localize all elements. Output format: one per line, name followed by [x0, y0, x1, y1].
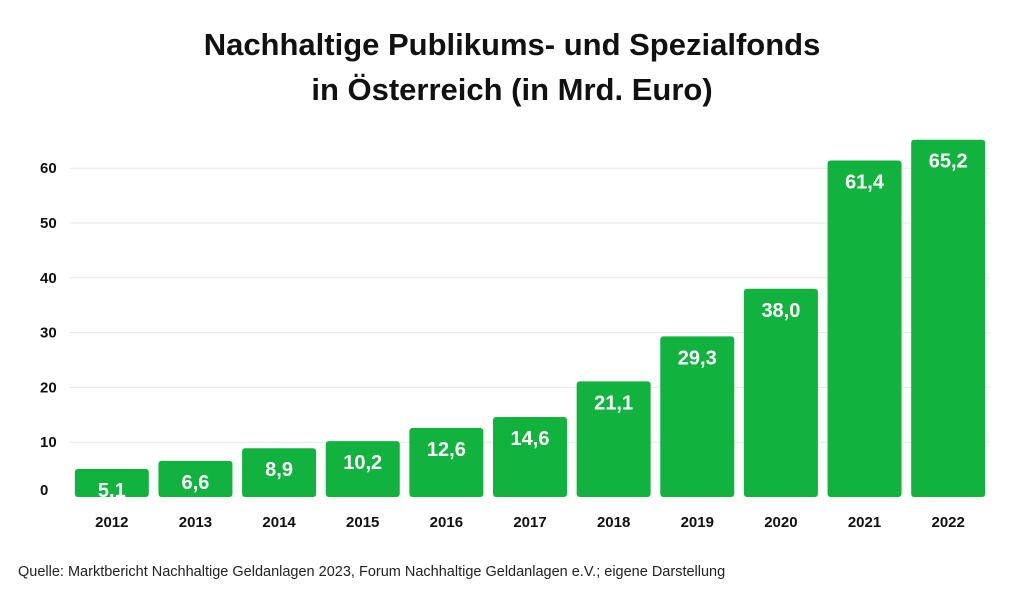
bar-2017: [493, 416, 567, 497]
x-tick-label-2018: 2018: [597, 514, 630, 531]
x-tick-label-2021: 2021: [848, 514, 881, 531]
y-tick-label-0: 0: [40, 482, 48, 499]
value-label-2013: 6,6: [182, 472, 210, 494]
bar-2014: [242, 448, 317, 497]
value-label-2017: 14,6: [511, 428, 550, 450]
bar-2016: [409, 427, 484, 497]
x-tick-label-2013: 2013: [179, 514, 212, 531]
value-label-2012: 5,1: [98, 480, 126, 502]
x-tick-label-2015: 2015: [346, 514, 379, 531]
y-tick-label-60: 60: [40, 160, 57, 177]
bar-2022: [911, 139, 986, 498]
bar-2015: [325, 441, 400, 497]
x-tick-label-2017: 2017: [513, 514, 546, 531]
value-label-2016: 12,6: [427, 439, 466, 461]
x-tick-label-2019: 2019: [681, 514, 714, 531]
x-tick-label-2022: 2022: [931, 514, 964, 531]
value-label-2018: 21,1: [594, 392, 633, 414]
x-tick-label-2014: 2014: [262, 514, 296, 531]
bar-2021: [827, 160, 902, 497]
bar-2018: [576, 381, 651, 497]
y-tick-label-30: 30: [40, 325, 57, 342]
y-tick-label-10: 10: [40, 434, 57, 451]
value-label-2021: 61,4: [845, 172, 885, 194]
value-label-2022: 65,2: [929, 151, 968, 173]
value-labels: 5,1 6,6 8,9 10,2 12,6 14,6 21,1 29,3 38,0 61,4 65,…: [98, 151, 968, 502]
source-note: Quelle: Marktbericht Nachhaltige Geldanl…: [18, 564, 726, 580]
bar-2012: [74, 469, 149, 497]
bar-2020: [743, 288, 818, 497]
x-tick-label-2020: 2020: [764, 514, 797, 531]
value-label-2014: 8,9: [265, 459, 293, 481]
y-axis-ticks: 0 10 20 30 40 50 60: [40, 160, 57, 499]
y-tick-label-40: 40: [40, 270, 57, 287]
value-label-2015: 10,2: [343, 452, 382, 474]
x-tick-label-2016: 2016: [430, 514, 463, 531]
chart-title-line-1: Nachhaltige Publikums- und Spezialfonds: [203, 27, 821, 62]
chart-title-line-2: in Österreich (in Mrd. Euro): [311, 72, 713, 107]
value-label-2019: 29,3: [678, 347, 717, 369]
chart-title: Nachhaltige Publikums- und Spezialfonds …: [0, 22, 1024, 112]
bars: [74, 139, 986, 498]
x-tick-label-2012: 2012: [95, 514, 128, 531]
y-tick-label-50: 50: [40, 215, 57, 232]
y-tick-label-20: 20: [40, 379, 57, 396]
bar-2013: [158, 460, 233, 497]
bar-2019: [660, 336, 735, 497]
value-label-2020: 38,0: [761, 300, 800, 322]
x-axis-ticks: 2012 2013 2014 2015 2016 2017 2018 2019 2020 2021…: [95, 514, 965, 531]
